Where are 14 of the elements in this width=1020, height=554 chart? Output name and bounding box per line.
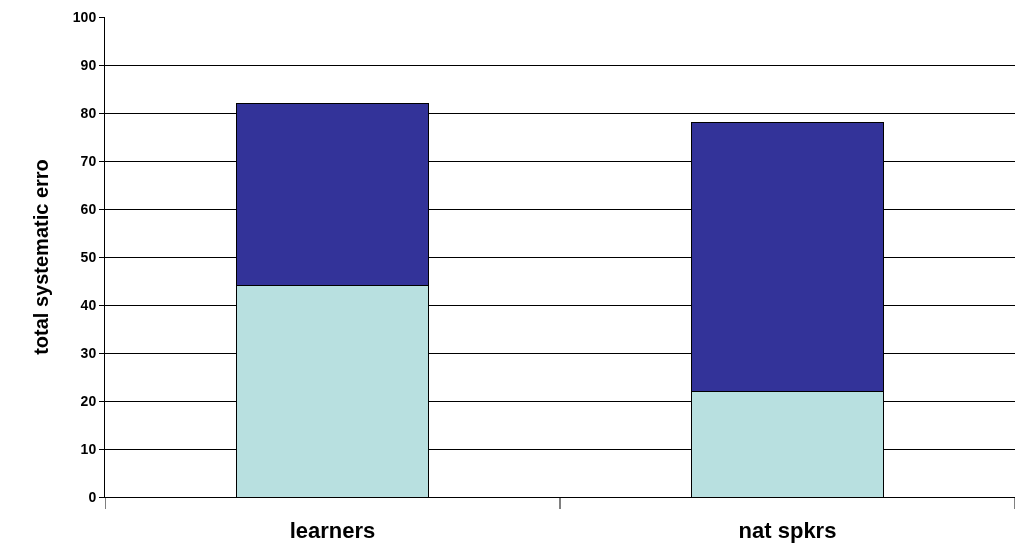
x-tick-label: nat spkrs [738, 518, 837, 544]
x-tick-label: learners [289, 518, 376, 544]
y-tick-label: 20 [80, 392, 97, 409]
y-tick-label: 100 [72, 8, 97, 25]
y-tick-label: 30 [80, 344, 97, 361]
y-tick-label: 0 [88, 488, 97, 505]
y-tick-label: 60 [80, 200, 97, 217]
y-tick-label: 50 [80, 248, 97, 265]
y-tick-label: 10 [80, 440, 97, 457]
y-tick-label: 80 [80, 104, 97, 121]
y-tick-label: 90 [80, 56, 97, 73]
y-axis-title: total systematic erro [30, 159, 53, 355]
y-tick-label: 70 [80, 152, 97, 169]
y-tick-label: 40 [80, 296, 97, 313]
